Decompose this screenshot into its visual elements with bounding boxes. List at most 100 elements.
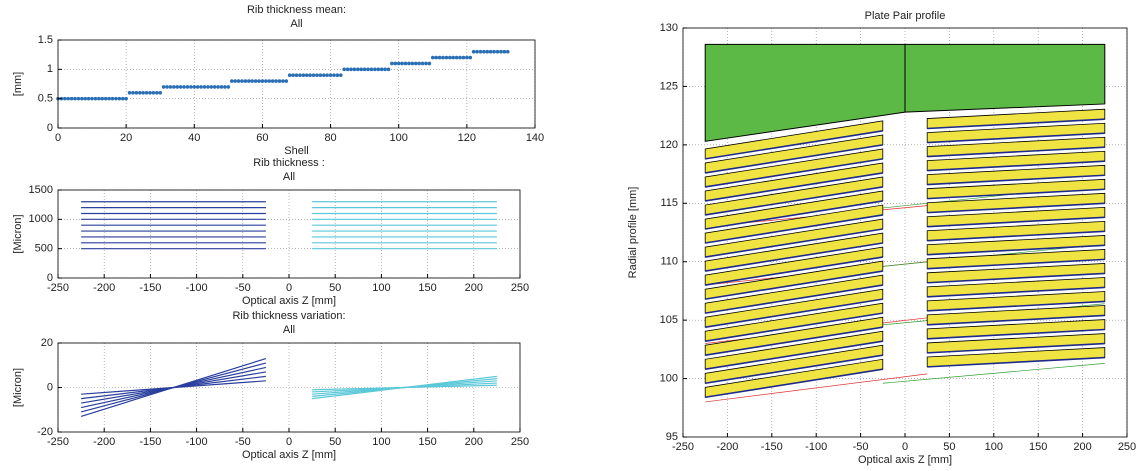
- plate-edge: [927, 202, 1105, 214]
- y-axis-label: [Micron]: [12, 214, 24, 253]
- point: [413, 61, 418, 66]
- ray: [705, 373, 928, 403]
- point: [430, 55, 435, 60]
- point: [393, 61, 398, 66]
- axes-frame: [57, 189, 521, 279]
- y-tick-label: 125: [660, 80, 678, 92]
- x-tick-label: 50: [329, 436, 341, 448]
- point: [359, 67, 364, 72]
- point: [274, 79, 278, 83]
- x-axis-label: Shell: [284, 145, 308, 157]
- point: [69, 96, 74, 101]
- point: [451, 55, 456, 60]
- point: [332, 73, 336, 77]
- chart-title: Rib thickness :: [253, 157, 325, 169]
- point: [226, 85, 231, 89]
- point: [308, 73, 312, 77]
- point: [311, 73, 316, 77]
- point: [400, 61, 404, 66]
- x-tick-label: 80: [324, 132, 336, 144]
- point: [298, 73, 302, 77]
- point: [505, 49, 510, 54]
- x-tick-label: 40: [188, 132, 200, 144]
- point: [168, 85, 173, 89]
- y-tick-label: 20: [41, 337, 53, 349]
- plate-edge: [705, 186, 883, 216]
- point: [482, 49, 486, 54]
- point: [134, 91, 139, 95]
- point: [458, 55, 462, 60]
- x-axis-label: Optical axis Z [mm]: [242, 295, 336, 307]
- point: [356, 67, 360, 72]
- ray: [882, 363, 1105, 384]
- x-tick-label: -100: [186, 282, 208, 294]
- point: [212, 85, 217, 89]
- plate-edge: [927, 160, 1105, 172]
- y-tick-label: 0: [47, 122, 53, 134]
- plate-edge: [705, 368, 883, 399]
- plate-edge: [927, 230, 1105, 242]
- point: [335, 73, 340, 77]
- y-tick-label: 130: [660, 22, 678, 34]
- plot-area: [58, 40, 535, 128]
- point: [114, 96, 118, 101]
- point: [257, 79, 261, 83]
- point: [219, 85, 224, 89]
- y-tick-label: 110: [660, 256, 678, 268]
- point: [437, 55, 442, 60]
- point: [73, 96, 77, 101]
- point: [247, 79, 251, 83]
- x-tick-label: -100: [805, 441, 827, 453]
- plate-edge: [705, 144, 883, 174]
- x-tick-label: -200: [93, 436, 115, 448]
- plate-edge: [927, 314, 1105, 326]
- plate-edge: [705, 228, 883, 258]
- point: [485, 49, 490, 54]
- y-tick-label: 105: [660, 314, 678, 326]
- x-tick-label: -250: [47, 436, 69, 448]
- point: [287, 73, 292, 77]
- x-tick-label: 100: [372, 282, 390, 294]
- point: [495, 49, 500, 54]
- plate-edge: [705, 158, 883, 188]
- point: [185, 85, 190, 89]
- x-tick-label: 0: [286, 436, 292, 448]
- x-tick-label: -150: [761, 441, 783, 453]
- x-tick-label: 250: [511, 282, 529, 294]
- data-line: [80, 358, 267, 417]
- chart-subtitle: All: [290, 18, 302, 30]
- plate-edge: [705, 256, 883, 286]
- plot-area: [58, 190, 520, 278]
- point: [148, 91, 152, 95]
- point: [209, 85, 214, 89]
- point: [424, 61, 428, 66]
- point: [117, 96, 122, 101]
- chart-title: Rib thickness mean:: [247, 4, 346, 16]
- point: [444, 55, 449, 60]
- y-tick-label: 0: [47, 272, 53, 284]
- point: [144, 91, 149, 95]
- plate-edge: [705, 214, 883, 244]
- point: [155, 91, 159, 95]
- point: [223, 85, 227, 89]
- y-tick-label: 1: [47, 63, 53, 75]
- marks: [56, 49, 510, 101]
- x-tick-label: -50: [235, 282, 251, 294]
- point: [373, 67, 377, 72]
- x-tick-label: 50: [943, 441, 955, 453]
- point: [103, 96, 108, 101]
- plate-edge: [927, 174, 1105, 186]
- point: [110, 96, 115, 101]
- x-tick-label: 0: [902, 441, 908, 453]
- plate-edge: [705, 284, 883, 314]
- plate-edge: [705, 354, 883, 385]
- point: [151, 91, 156, 95]
- axes-frame: [682, 27, 1128, 438]
- plate-edge: [927, 188, 1105, 200]
- plate-edge: [927, 328, 1105, 340]
- x-tick-label: 200: [1073, 441, 1091, 453]
- x-tick-label: 20: [120, 132, 132, 144]
- plate-edge: [705, 200, 883, 230]
- x-tick-label: 200: [465, 436, 483, 448]
